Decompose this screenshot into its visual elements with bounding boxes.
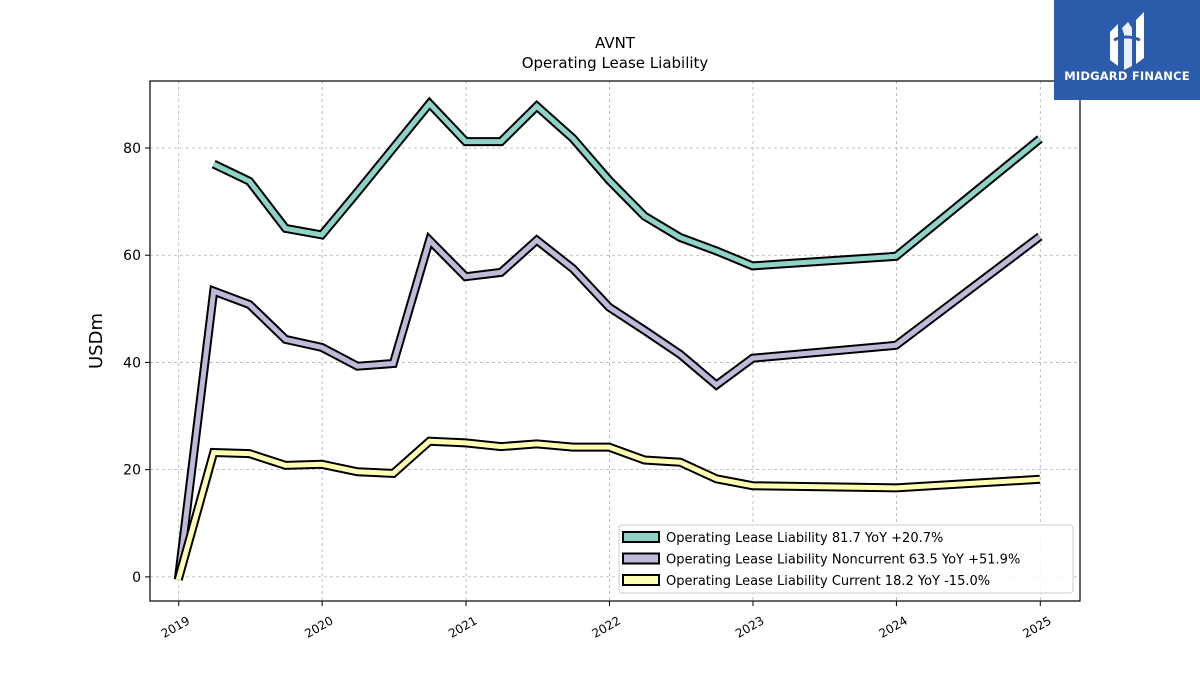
x-tick-label: 2023 [733,613,766,640]
chart-title: AVNT [595,34,636,52]
legend-label: Operating Lease Liability 81.7 YoY +20.7… [666,531,943,546]
y-tick-label: 40 [123,355,141,371]
legend-swatch [622,552,660,565]
midgard-logo-icon [1110,12,1144,70]
series-lines [173,96,1043,581]
x-tick-label: 2024 [876,613,909,640]
x-tick-label: 2020 [302,613,335,640]
grid [150,81,1080,601]
y-tick-label: 80 [123,141,141,157]
y-tick-label: 60 [123,248,141,264]
y-axis-label: USDm [86,313,107,369]
x-tick-label: 2019 [159,613,192,640]
x-tick-label: 2025 [1020,613,1053,640]
legend-label: Operating Lease Liability Current 18.2 Y… [666,574,990,589]
series-line-0 [212,99,1042,269]
legend-swatch [622,574,660,586]
legend-swatch [622,531,660,543]
y-tick-label: 0 [132,570,141,586]
series-line-1 [175,234,1042,580]
y-tick-label: 20 [123,463,141,479]
x-tick-label: 2021 [446,613,479,640]
series-line-2 [175,438,1041,581]
brand-logo: MIDGARD FINANCE [1054,0,1200,100]
plot-frame [149,80,1081,602]
legend: Operating Lease Liability 81.7 YoY +20.7… [618,524,1074,594]
legend-label: Operating Lease Liability Noncurrent 63.… [666,553,1020,568]
brand-name: MIDGARD FINANCE [1064,69,1190,83]
x-tick-label: 2022 [590,613,623,640]
chart-subtitle: Operating Lease Liability [522,54,709,72]
legend-box [618,524,1074,594]
